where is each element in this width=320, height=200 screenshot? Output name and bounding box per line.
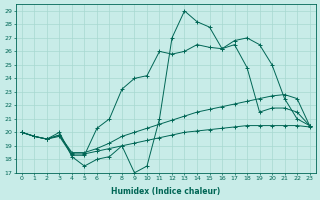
X-axis label: Humidex (Indice chaleur): Humidex (Indice chaleur) bbox=[111, 187, 220, 196]
